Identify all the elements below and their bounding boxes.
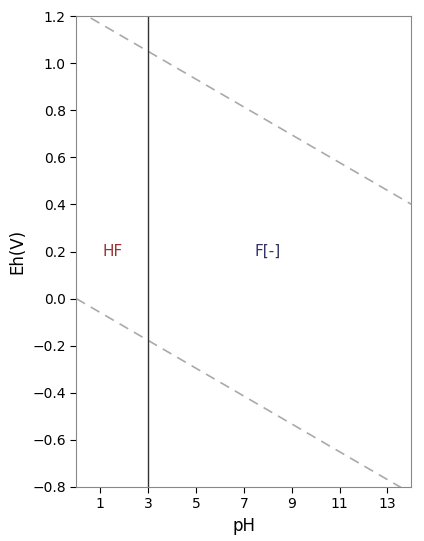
Y-axis label: Eh(V): Eh(V) [9, 229, 27, 274]
Text: HF: HF [102, 244, 123, 259]
X-axis label: pH: pH [232, 517, 255, 535]
Text: F[-]: F[-] [254, 244, 281, 259]
